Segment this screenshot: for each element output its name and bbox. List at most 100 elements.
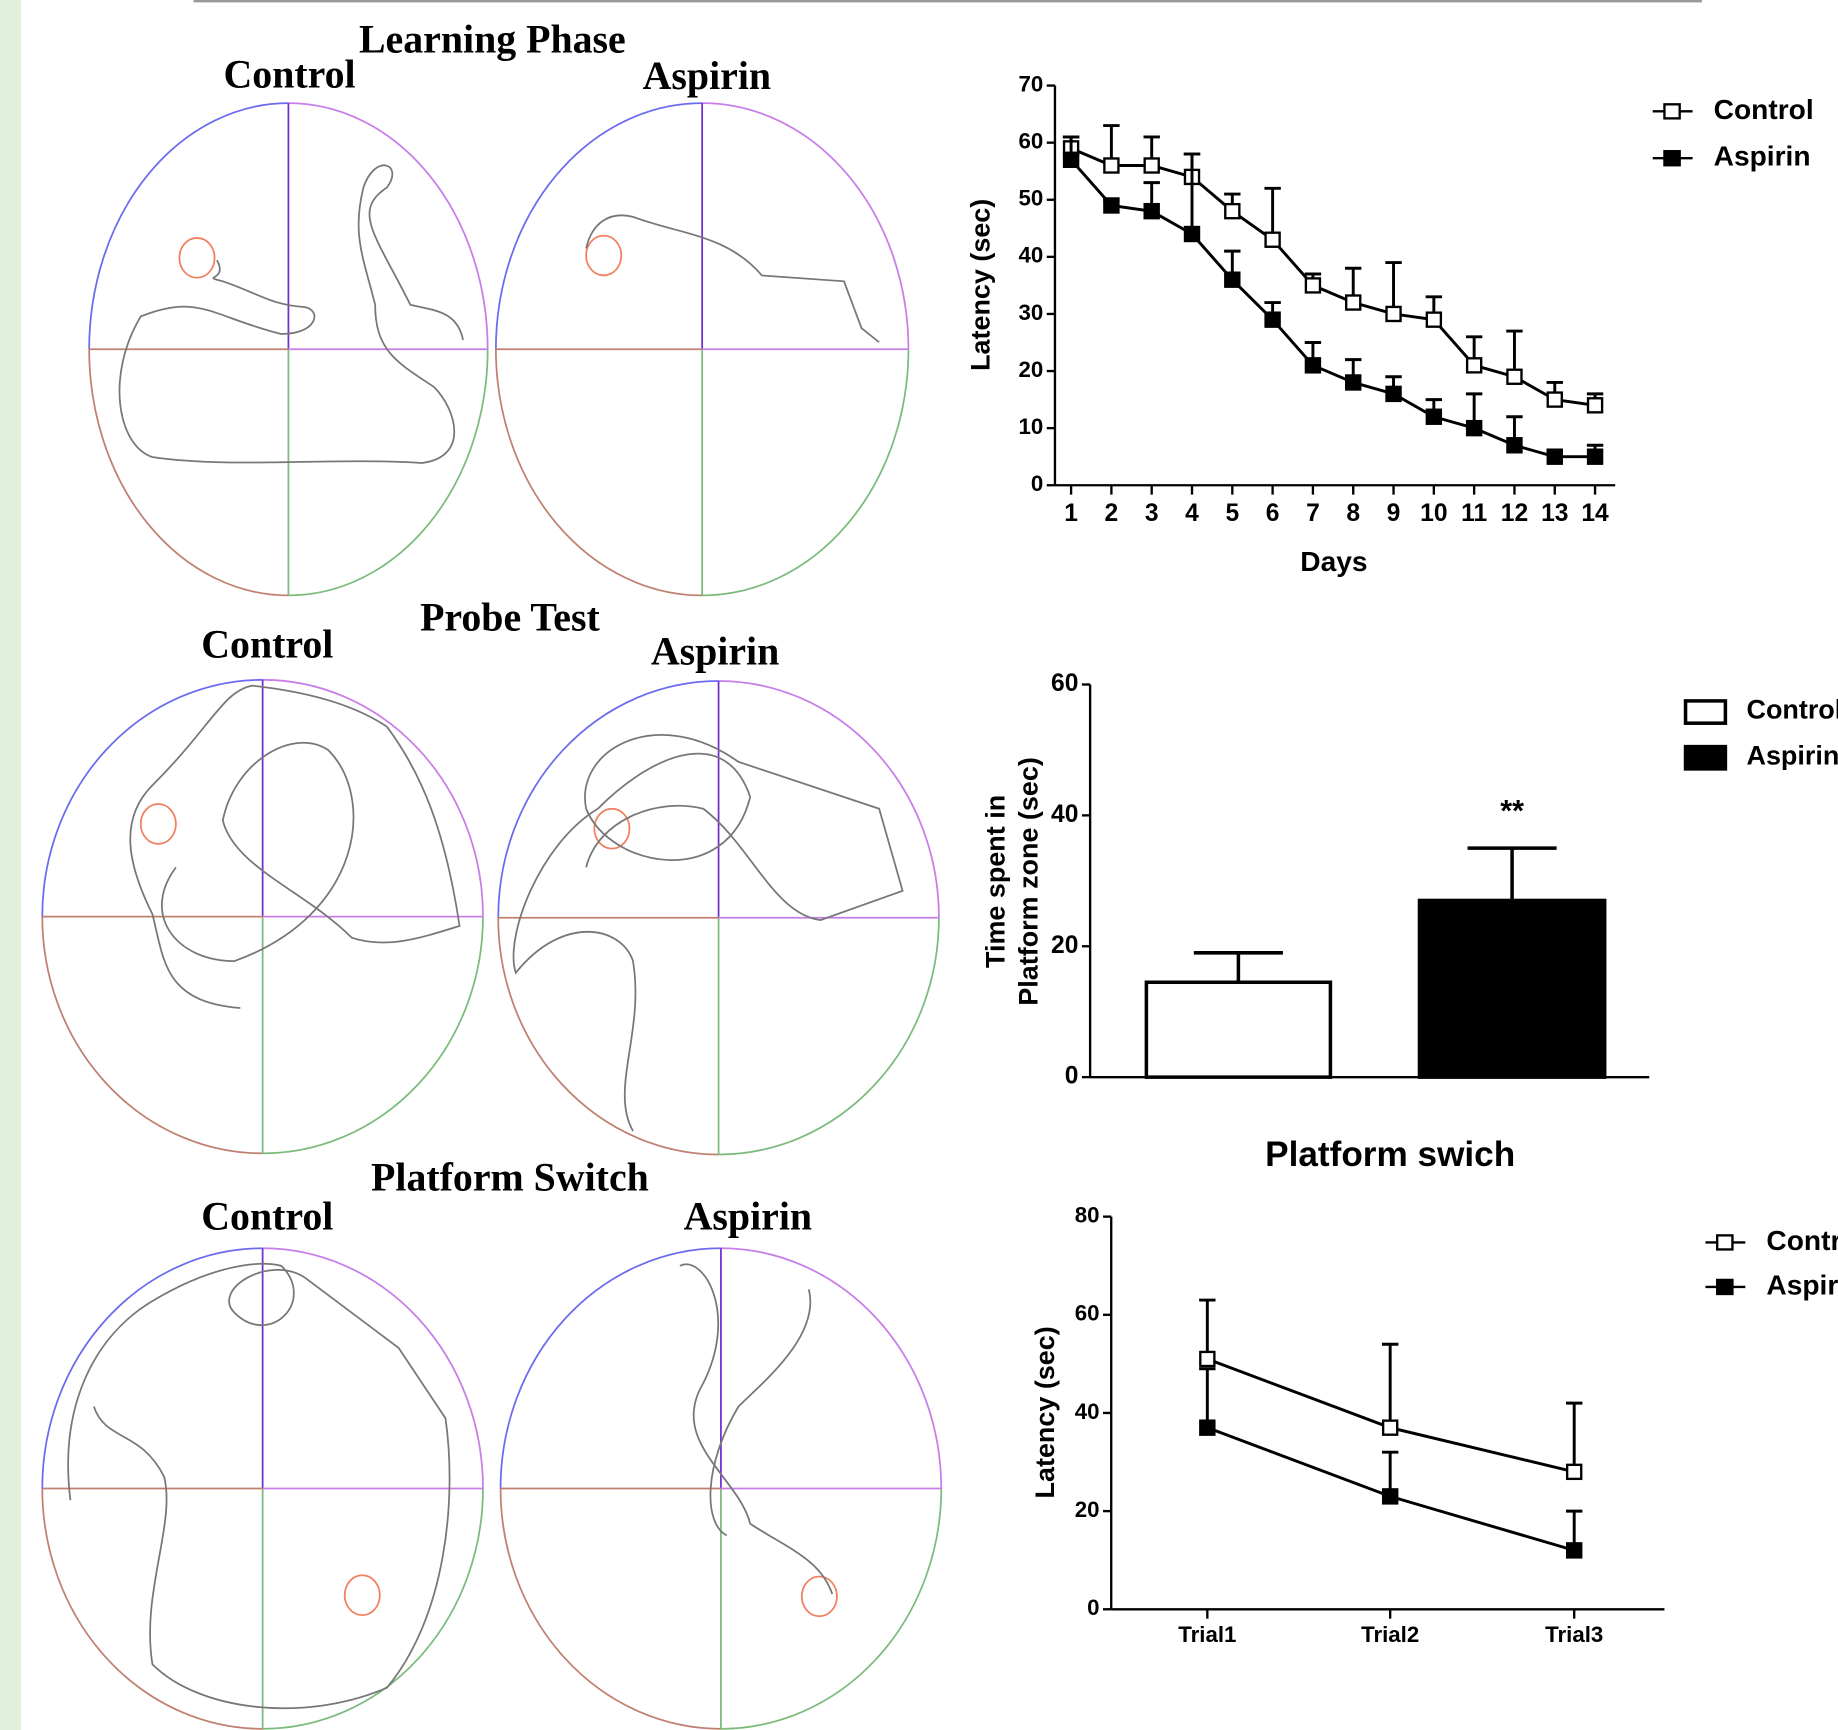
- maze-arc: [42, 1489, 262, 1729]
- data-point: [1567, 1465, 1581, 1479]
- y-tick-label: 0: [1087, 1595, 1099, 1620]
- legend-swatch: [1686, 701, 1726, 723]
- y-tick-label: 40: [1075, 1399, 1100, 1424]
- platform: [179, 238, 214, 278]
- bar: [1419, 900, 1604, 1077]
- data-point: [1387, 387, 1401, 401]
- data-point: [1383, 1489, 1397, 1503]
- data-point: [1266, 233, 1280, 247]
- data-point: [1145, 158, 1159, 172]
- bar: [1146, 982, 1330, 1077]
- y-tick-label: 60: [1075, 1301, 1100, 1326]
- data-point: [1200, 1421, 1214, 1435]
- maze-label: Aspirin: [643, 53, 771, 98]
- x-tick-label: 13: [1541, 500, 1568, 527]
- data-point: [1346, 375, 1360, 389]
- maze-arc: [263, 1248, 483, 1488]
- swim-path: [514, 735, 903, 1131]
- x-tick-label: 2: [1105, 500, 1119, 527]
- x-tick-label: 14: [1581, 500, 1609, 527]
- x-axis-label: Days: [1300, 546, 1367, 577]
- y-axis-label: Time spent in: [981, 795, 1011, 968]
- series-line: [1071, 148, 1595, 405]
- x-tick-label: 3: [1145, 500, 1159, 527]
- y-axis-label: Latency (sec): [1030, 1326, 1060, 1498]
- swim-path: [680, 1264, 832, 1594]
- data-point: [1346, 295, 1360, 309]
- swim-path: [130, 686, 459, 1008]
- maze-label: Aspirin: [684, 1193, 812, 1238]
- maze-label: Aspirin: [651, 628, 779, 673]
- maze-arc: [89, 103, 288, 349]
- data-point: [1104, 158, 1118, 172]
- y-tick-label: 70: [1018, 71, 1043, 96]
- maze-title: Learning Phase: [359, 17, 626, 62]
- maze-arc: [702, 103, 908, 349]
- data-point: [1200, 1352, 1214, 1366]
- swim-path: [68, 1264, 449, 1708]
- legend-label: Control: [1746, 695, 1838, 725]
- y-tick-label: 60: [1051, 670, 1078, 697]
- data-point: [1467, 421, 1481, 435]
- maze-arc: [496, 103, 702, 349]
- data-point: [1306, 358, 1320, 372]
- x-tick-label: Trial2: [1361, 1622, 1419, 1647]
- x-tick-label: 7: [1306, 500, 1320, 527]
- chart-title: Platform swich: [1265, 1135, 1515, 1174]
- data-point: [1185, 227, 1199, 241]
- maze-arc: [719, 681, 939, 918]
- y-tick-label: 40: [1018, 243, 1043, 268]
- platform: [802, 1576, 837, 1616]
- data-point: [1306, 278, 1320, 292]
- data-point: [1548, 393, 1562, 407]
- y-tick-label: 30: [1018, 300, 1043, 325]
- swim-path: [120, 165, 464, 463]
- data-point: [1507, 438, 1521, 452]
- x-tick-label: 4: [1185, 500, 1199, 527]
- legend-label: Control: [1714, 94, 1814, 125]
- maze-arc: [501, 1248, 721, 1488]
- legend-swatch: [1686, 747, 1726, 769]
- data-point: [1507, 370, 1521, 384]
- data-point: [1104, 198, 1118, 212]
- maze-arc: [498, 918, 718, 1155]
- data-point: [1145, 204, 1159, 218]
- data-point: [1467, 358, 1481, 372]
- x-tick-label: 10: [1420, 500, 1447, 527]
- data-point: [1225, 273, 1239, 287]
- x-tick-label: 6: [1266, 500, 1280, 527]
- maze-arc: [496, 349, 702, 595]
- y-axis-label: Latency (sec): [965, 199, 995, 371]
- x-tick-label: Trial1: [1178, 1622, 1236, 1647]
- data-point: [1383, 1421, 1397, 1435]
- data-point: [1387, 307, 1401, 321]
- data-point: [1064, 153, 1078, 167]
- legend-label: Control: [1766, 1225, 1838, 1256]
- x-tick-label: 1: [1064, 500, 1078, 527]
- maze-arc: [42, 917, 262, 1154]
- x-tick-label: 5: [1225, 500, 1239, 527]
- data-point: [1427, 313, 1441, 327]
- y-tick-label: 0: [1031, 471, 1043, 496]
- maze-arc: [288, 103, 487, 349]
- y-tick-label: 20: [1018, 357, 1043, 382]
- maze-arc: [501, 1489, 721, 1729]
- legend-marker: [1717, 1235, 1732, 1249]
- platform: [345, 1575, 380, 1615]
- maze-arc: [263, 917, 483, 1154]
- y-tick-label: 80: [1075, 1203, 1100, 1228]
- data-point: [1588, 398, 1602, 412]
- maze-arc: [42, 1248, 262, 1488]
- maze-title: Probe Test: [420, 594, 600, 639]
- data-point: [1266, 313, 1280, 327]
- data-point: [1567, 1543, 1581, 1557]
- maze-arc: [288, 349, 487, 595]
- legend-label: Aspirin: [1714, 141, 1811, 172]
- figure: Learning PhaseControlAspirinProbe TestCo…: [0, 0, 1838, 1730]
- side-strip: [0, 0, 21, 1730]
- maze-label: Control: [224, 52, 356, 97]
- swim-path: [586, 215, 879, 342]
- y-tick-label: 40: [1051, 801, 1078, 828]
- maze-label: Control: [201, 621, 333, 666]
- y-tick-label: 20: [1051, 932, 1078, 959]
